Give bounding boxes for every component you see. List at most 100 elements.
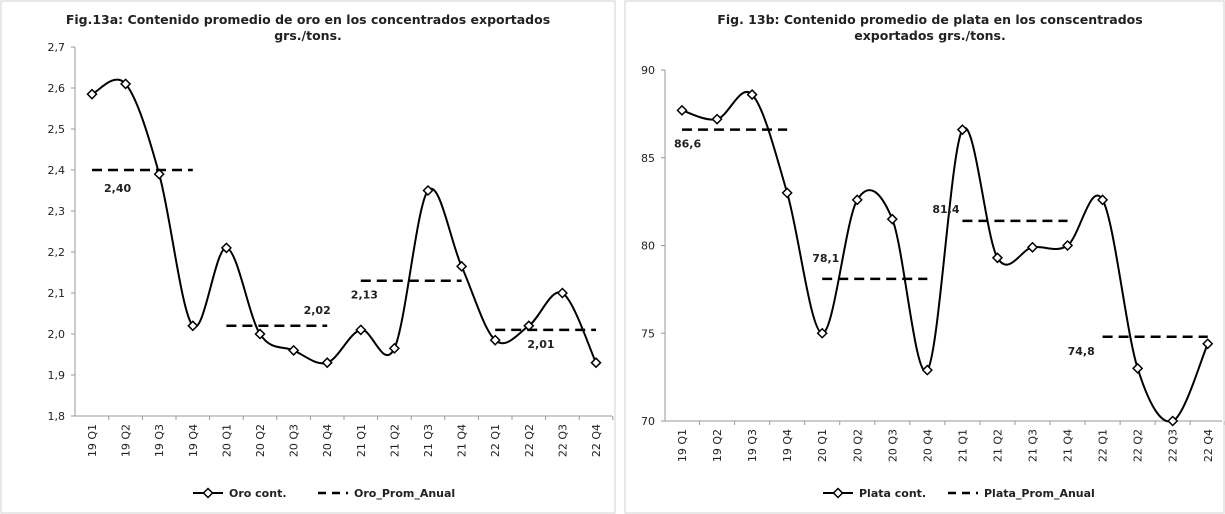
x-tick-label: 21 Q4 (456, 424, 469, 457)
x-tick-label: 22 Q1 (1097, 429, 1110, 462)
x-tick-label: 19 Q1 (86, 424, 99, 457)
data-point (851, 194, 863, 206)
x-tick-label: 21 Q2 (388, 424, 401, 457)
y-tick-label: 2,6 (48, 82, 66, 95)
y-tick-label: 2,4 (48, 164, 66, 177)
data-point (1202, 338, 1214, 350)
x-tick-label: 19 Q3 (746, 429, 759, 462)
x-tick-label: 20 Q2 (254, 424, 267, 457)
x-tick-label: 20 Q4 (921, 429, 934, 462)
x-tick-label: 22 Q4 (590, 424, 603, 457)
legend-marker (832, 487, 844, 499)
y-tick-label: 2,7 (48, 41, 66, 54)
data-point (388, 342, 400, 354)
x-tick-label: 19 Q4 (781, 429, 794, 462)
data-point (1097, 194, 1109, 206)
data-line (91, 78, 597, 365)
data-label: 2,40 (104, 182, 131, 195)
x-tick-label: 19 Q2 (120, 424, 133, 457)
legend-label: Plata cont. (859, 487, 926, 500)
x-tick-label: 22 Q4 (1202, 429, 1215, 462)
y-tick-label: 85 (641, 152, 655, 165)
x-tick-label: 21 Q1 (355, 424, 368, 457)
y-tick-label: 2,0 (48, 328, 66, 341)
y-tick-label: 2,1 (48, 287, 66, 300)
chart-title: Fig.13a: Contenido promedio de oro en lo… (66, 12, 550, 27)
data-label: 81,4 (932, 203, 959, 216)
y-tick-label: 75 (641, 327, 655, 340)
x-tick-label: 22 Q3 (556, 424, 569, 457)
data-point (746, 89, 758, 101)
data-point (422, 184, 434, 197)
data-point (991, 252, 1004, 264)
data-point (153, 168, 165, 180)
data-point (590, 357, 602, 369)
x-tick-label: 22 Q2 (523, 424, 536, 457)
data-point (220, 242, 232, 254)
data-point (254, 328, 266, 340)
y-tick-label: 2,3 (48, 205, 66, 218)
x-tick-label: 20 Q3 (886, 429, 899, 462)
data-label: 2,02 (304, 304, 331, 317)
data-point (86, 88, 98, 100)
x-tick-label: 19 Q4 (187, 424, 200, 457)
chart-title: exportados grs./tons. (854, 28, 1006, 43)
x-tick-label: 21 Q4 (1062, 429, 1075, 462)
data-point (921, 364, 933, 376)
x-tick-label: 21 Q3 (422, 424, 435, 457)
chart-title: Fig. 13b: Contenido promedio de plata en… (717, 12, 1142, 27)
x-tick-label: 20 Q3 (288, 424, 301, 457)
y-tick-label: 90 (641, 64, 655, 77)
x-tick-label: 21 Q1 (956, 429, 969, 462)
data-line (681, 91, 1209, 423)
x-tick-label: 22 Q1 (489, 424, 502, 457)
data-label: 2,01 (527, 338, 554, 351)
data-point (781, 187, 793, 199)
data-label: 86,6 (674, 138, 701, 151)
x-tick-label: 22 Q2 (1132, 429, 1145, 462)
data-point (355, 324, 367, 336)
data-point (816, 327, 828, 339)
x-tick-label: 19 Q2 (711, 429, 724, 462)
x-tick-label: 20 Q1 (816, 429, 829, 462)
x-tick-label: 20 Q4 (321, 424, 334, 457)
y-tick-label: 2,2 (48, 246, 66, 259)
data-point (321, 357, 333, 369)
data-point (187, 320, 199, 332)
x-tick-label: 20 Q1 (220, 424, 233, 457)
legend-label: Oro cont. (229, 487, 287, 500)
data-point (489, 334, 501, 346)
data-point (1061, 239, 1074, 252)
data-point (456, 260, 468, 272)
panel-border (0, 0, 616, 514)
legend-marker (202, 487, 214, 499)
chart-title: grs./tons. (274, 28, 342, 43)
data-point (120, 78, 132, 90)
y-tick-label: 1,8 (48, 410, 66, 423)
y-tick-label: 80 (641, 240, 655, 253)
x-tick-label: 20 Q2 (851, 429, 864, 462)
data-label: 2,13 (351, 289, 378, 302)
data-point (956, 124, 968, 136)
data-point (288, 344, 300, 356)
x-tick-label: 19 Q3 (153, 424, 166, 457)
y-tick-label: 70 (641, 415, 655, 428)
x-tick-label: 21 Q2 (991, 429, 1004, 462)
x-tick-label: 22 Q3 (1167, 429, 1180, 462)
y-tick-label: 2,5 (48, 123, 66, 136)
data-label: 78,1 (812, 252, 839, 265)
data-point (1026, 241, 1039, 253)
data-point (556, 287, 568, 299)
data-point (676, 104, 688, 116)
data-point (886, 213, 898, 225)
panel-border (624, 0, 1225, 514)
data-point (1167, 415, 1179, 427)
legend-label: Oro_Prom_Anual (354, 487, 455, 500)
legend-label: Plata_Prom_Anual (984, 487, 1095, 500)
x-tick-label: 21 Q3 (1027, 429, 1040, 462)
data-label: 74,8 (1068, 345, 1095, 358)
y-tick-label: 1,9 (48, 369, 66, 382)
data-point (711, 113, 723, 125)
x-tick-label: 19 Q1 (676, 429, 689, 462)
